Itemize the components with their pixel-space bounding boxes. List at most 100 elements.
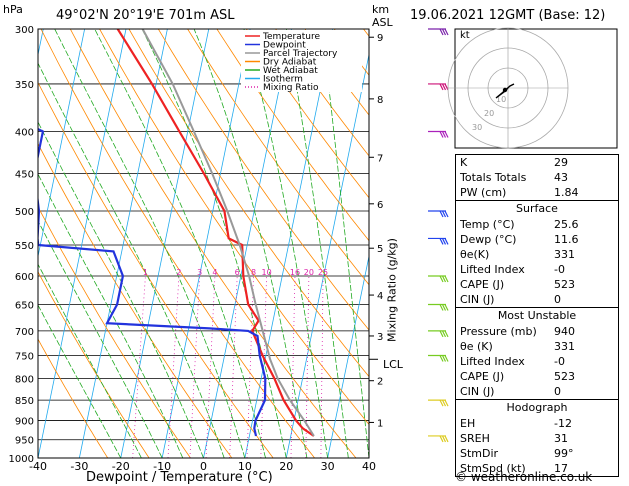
surface-index-label: Dewp (°C) — [460, 233, 517, 246]
wind-barb-feather — [439, 355, 444, 362]
height-tick-label: 3 — [377, 332, 383, 343]
wind-barb-feather — [439, 399, 444, 407]
unstable-index-row: CAPE (J) 523 — [456, 369, 618, 384]
temperature-tick-label: 40 — [362, 460, 376, 473]
wet-adiabat-line — [54, 29, 246, 458]
hodograph-ring-label: 30 — [472, 123, 482, 132]
temperature-tick-label: -10 — [153, 460, 171, 473]
height-tick-label: 8 — [377, 95, 383, 106]
wind-barb-feather — [444, 304, 449, 311]
temperature-tick-label: -20 — [112, 460, 130, 473]
surface-index-row: Dewp (°C) 11.6 — [456, 232, 618, 247]
mixing-ratio-tick-label: 6 — [235, 268, 240, 277]
surface-index-label: Temp (°C) — [460, 218, 515, 231]
surface-index-label: Lifted Index — [460, 263, 525, 276]
pressure-tick-label: 850 — [15, 396, 34, 407]
surface-index-value: 331 — [554, 248, 575, 261]
wind-barb-feather — [441, 210, 447, 218]
mixing-ratio-tick-label: 4 — [212, 268, 217, 277]
wind-barb-feather — [441, 275, 447, 283]
isotherm-line — [78, 29, 168, 458]
wind-barb-feather — [444, 399, 449, 407]
wet-adiabat-line — [38, 263, 142, 458]
pressure-tick-label: 750 — [15, 351, 34, 362]
dry-adiabat-line — [187, 29, 369, 286]
pressure-tick-label: 450 — [15, 169, 34, 180]
index-top-value: 29 — [554, 156, 568, 169]
height-tick-label: 1 — [377, 418, 383, 429]
surface-index-value: 25.6 — [554, 218, 579, 231]
wet-adiabat-line — [243, 29, 328, 458]
pressure-tick-label: 700 — [15, 327, 34, 338]
wind-barb-feather — [441, 399, 447, 407]
unstable-index-label: Lifted Index — [460, 355, 525, 368]
dry-adiabat-line — [275, 29, 369, 157]
location-title: 49°02'N 20°19'E 701m ASL — [56, 8, 235, 23]
dry-adiabat-line — [40, 29, 315, 458]
profile-temperature — [116, 29, 315, 437]
isotherm-line — [327, 254, 369, 458]
surface-index-row: Lifted Index -0 — [456, 262, 618, 277]
surface-index-value: -0 — [554, 263, 565, 276]
wind-barb-feather — [439, 28, 444, 36]
wind-barb-feather — [439, 330, 444, 338]
index-top-label: PW (cm) — [460, 186, 507, 199]
height-tick-label: 6 — [377, 200, 383, 211]
legend-entry: Mixing Ratio — [263, 83, 319, 93]
wind-barb-feather — [441, 435, 447, 443]
hodograph-index-value: -12 — [554, 417, 572, 430]
hodograph-ring-label: 20 — [484, 109, 494, 118]
mixing-ratio-tick-label: 25 — [318, 268, 328, 277]
height-tick-label: 7 — [377, 153, 383, 164]
wind-barb-feather — [439, 435, 444, 443]
hodograph-index-label: SREH — [460, 432, 490, 445]
dry-adiabat-line — [99, 29, 369, 426]
hodograph-trace — [495, 83, 515, 99]
isotherm-line — [38, 29, 86, 259]
hodograph-section-title: Hodograph — [506, 401, 568, 414]
mixing-ratio-axis-label: Mixing Ratio (g/kg) — [385, 238, 399, 342]
surface-index-row: θe(K) 331 — [456, 247, 618, 262]
wind-barb-feather — [444, 355, 449, 362]
hodograph-index-value: 99° — [554, 447, 574, 460]
most-unstable-section-title: Most Unstable — [497, 309, 577, 322]
pressure-tick-label: 1000 — [9, 454, 34, 465]
unstable-index-label: CIN (J) — [460, 385, 495, 398]
hodograph-index-value: 31 — [554, 432, 568, 445]
hodograph-index-row: EH -12 — [456, 416, 618, 431]
surface-section-title: Surface — [516, 202, 558, 215]
unstable-index-row: Pressure (mb) 940 — [456, 324, 618, 339]
height-tick-label: 4 — [377, 291, 383, 302]
lcl-label: LCL — [383, 358, 403, 371]
wind-barb-feather — [441, 330, 447, 338]
index-top-label: Totals Totals — [460, 171, 527, 184]
surface-index-row: CIN (J) 0 — [456, 292, 618, 307]
surface-index-label: CIN (J) — [460, 293, 495, 306]
surface-index-row: CAPE (J) 523 — [456, 277, 618, 292]
legend-entry: Parcel Trajectory — [263, 49, 338, 59]
legend-entry: Wet Adiabat — [263, 66, 318, 76]
wind-barb-feather — [444, 238, 449, 245]
unstable-index-value: 940 — [554, 325, 575, 338]
pressure-tick-label: 950 — [15, 436, 34, 447]
unstable-index-label: θe (K) — [460, 340, 493, 353]
wind-barb-feather — [441, 83, 447, 91]
dry-adiabat-line — [69, 29, 357, 458]
isotherm-line — [161, 29, 251, 458]
legend-entry: Dry Adiabat — [263, 58, 317, 68]
storm-motion-marker — [502, 87, 508, 93]
surface-index-value: 523 — [554, 278, 575, 291]
hodograph-index-label: StmSpd (kt) — [460, 462, 526, 475]
wind-barb-feather — [439, 131, 444, 138]
dry-adiabat-line — [216, 29, 369, 242]
mixing-ratio-line — [132, 275, 146, 458]
wet-adiabat-line — [193, 29, 308, 458]
wet-adiabat-line — [38, 304, 122, 458]
wind-barb-feather — [444, 210, 449, 218]
wet-adiabat-line — [321, 29, 369, 458]
hodograph-index-row: StmSpd (kt) 17 — [456, 461, 618, 476]
index-top-row: Totals Totals 43 — [456, 170, 618, 185]
wet-adiabat-line — [141, 29, 287, 458]
height-tick-label: 2 — [377, 377, 383, 388]
